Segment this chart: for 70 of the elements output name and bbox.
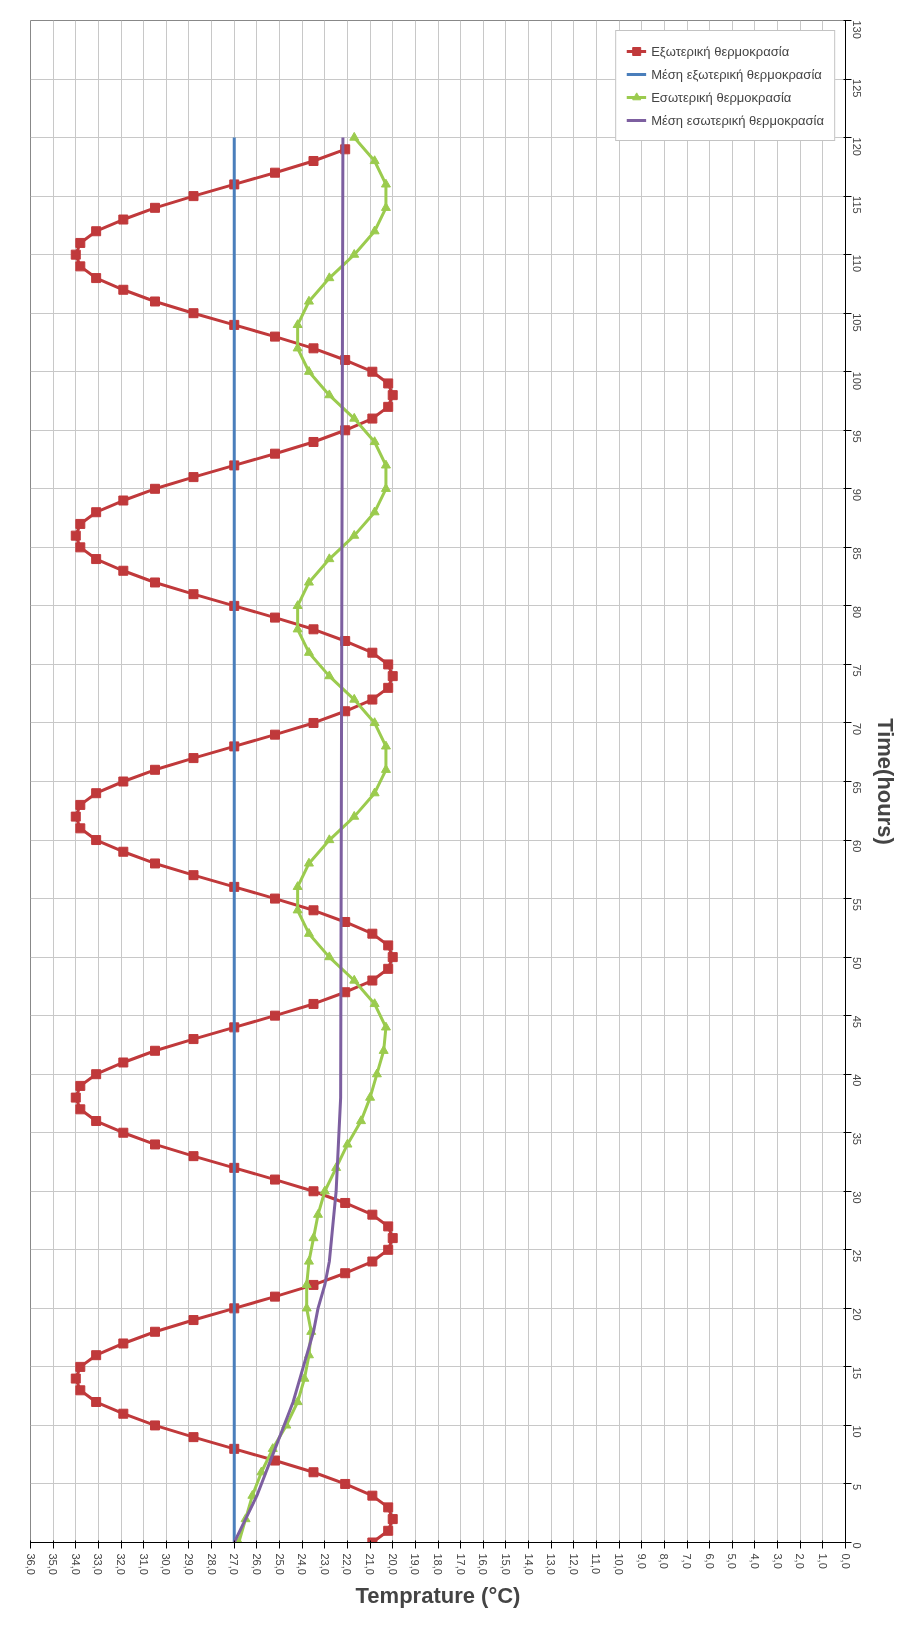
legend-label: Μέση εσωτερική θερμοκρασία bbox=[651, 112, 824, 128]
x-tick-label: 20,0 bbox=[386, 1553, 399, 1575]
y-tick-label: 100 bbox=[850, 371, 863, 391]
y-tick-label: 45 bbox=[850, 1015, 863, 1028]
legend-label: Μέση εξωτερική θερμοκρασία bbox=[651, 66, 822, 82]
x-tick-label: 27,0 bbox=[228, 1553, 241, 1575]
y-tick-label: 130 bbox=[850, 20, 863, 39]
x-tick-label: 19,0 bbox=[409, 1553, 422, 1575]
x-tick-label: 2,0 bbox=[794, 1553, 807, 1569]
y-tick-label: 5 bbox=[850, 1483, 863, 1491]
x-tick-label: 33,0 bbox=[92, 1553, 105, 1575]
legend-label: Εξωτερική θερμοκρασία bbox=[651, 43, 790, 59]
x-axis-title: Temprature (°C) bbox=[355, 1582, 521, 1608]
x-tick-label: 10,0 bbox=[613, 1553, 626, 1575]
x-tick-label: 14,0 bbox=[522, 1553, 535, 1575]
y-tick-label: 125 bbox=[850, 79, 863, 98]
x-tick-label: 24,0 bbox=[296, 1553, 309, 1575]
y-tick-label: 115 bbox=[850, 196, 863, 214]
x-tick-label: 35,0 bbox=[47, 1553, 60, 1575]
y-tick-label: 110 bbox=[850, 254, 863, 273]
x-tick-label: 6,0 bbox=[703, 1553, 716, 1569]
x-tick-label: 31,0 bbox=[137, 1553, 150, 1575]
y-tick-label: 75 bbox=[850, 664, 863, 677]
y-tick-label: 70 bbox=[850, 722, 863, 736]
y-tick-label: 30 bbox=[850, 1191, 863, 1204]
x-tick-label: 25,0 bbox=[273, 1553, 286, 1575]
x-tick-label: 13,0 bbox=[545, 1553, 558, 1575]
x-tick-label: 32,0 bbox=[115, 1553, 128, 1575]
y-axis-title: Time(hours) bbox=[872, 718, 898, 845]
x-tick-label: 17,0 bbox=[454, 1553, 467, 1575]
x-tick-label: 16,0 bbox=[477, 1553, 490, 1575]
x-tick-label: 3,0 bbox=[771, 1553, 784, 1569]
x-tick-label: 18,0 bbox=[432, 1553, 444, 1575]
y-tick-label: 25 bbox=[850, 1249, 863, 1263]
x-tick-label: 4,0 bbox=[748, 1553, 761, 1569]
x-tick-label: 1,0 bbox=[816, 1553, 829, 1569]
y-tick-label: 20 bbox=[850, 1308, 863, 1321]
y-tick-label: 50 bbox=[850, 957, 863, 970]
y-tick-label: 35 bbox=[850, 1132, 863, 1145]
x-tick-label: 11,0 bbox=[590, 1553, 603, 1575]
y-tick-label: 105 bbox=[850, 313, 863, 332]
y-tick-label: 40 bbox=[850, 1074, 863, 1087]
x-tick-label: 30,0 bbox=[160, 1553, 173, 1575]
y-tick-label: 65 bbox=[850, 781, 863, 794]
x-tick-label: 29,0 bbox=[182, 1553, 195, 1575]
x-tick-label: 9,0 bbox=[635, 1553, 648, 1569]
x-tick-label: 12,0 bbox=[567, 1553, 580, 1575]
y-tick-label: 55 bbox=[850, 898, 863, 911]
y-tick-label: 15 bbox=[850, 1366, 863, 1380]
x-tick-label: 34,0 bbox=[69, 1553, 82, 1575]
y-tick-label: 0 bbox=[850, 1542, 863, 1549]
y-tick-label: 95 bbox=[850, 430, 863, 443]
x-tick-label: 28,0 bbox=[205, 1553, 218, 1575]
legend-label: Εσωτερική θερμοκρασία bbox=[651, 89, 792, 105]
x-tick-label: 8,0 bbox=[658, 1553, 671, 1569]
y-tick-label: 10 bbox=[850, 1425, 863, 1438]
x-tick-label: 36,0 bbox=[24, 1553, 37, 1575]
x-tick-label: 5,0 bbox=[726, 1553, 739, 1569]
y-tick-label: 90 bbox=[850, 488, 863, 502]
x-tick-label: 15,0 bbox=[499, 1553, 512, 1575]
x-tick-label: 7,0 bbox=[681, 1553, 694, 1569]
y-tick-label: 120 bbox=[850, 137, 863, 156]
y-tick-label: 80 bbox=[850, 605, 863, 619]
y-tick-label: 60 bbox=[850, 840, 863, 853]
x-tick-label: 0,0 bbox=[839, 1553, 852, 1569]
y-tick-label: 85 bbox=[850, 547, 863, 560]
x-tick-label: 26,0 bbox=[250, 1553, 263, 1575]
x-tick-label: 21,0 bbox=[364, 1553, 377, 1575]
x-tick-label: 23,0 bbox=[318, 1553, 331, 1575]
x-tick-label: 22,0 bbox=[341, 1553, 354, 1575]
